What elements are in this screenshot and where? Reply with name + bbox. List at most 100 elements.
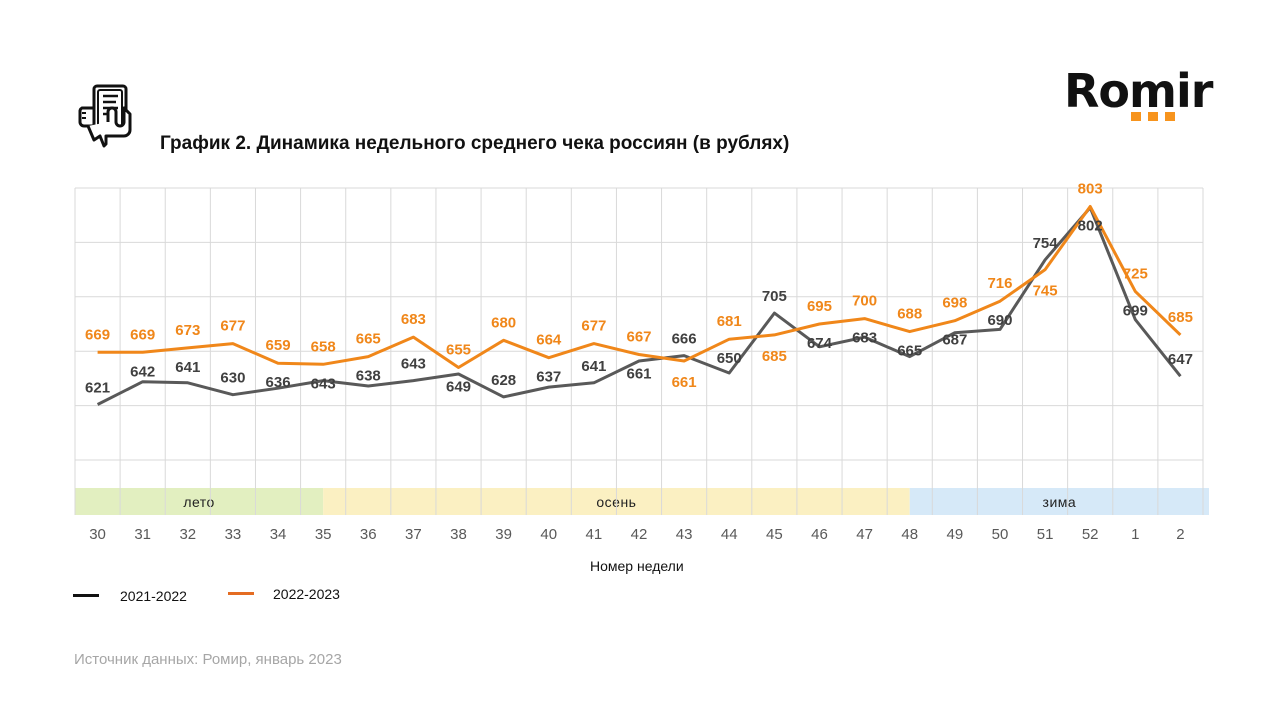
- x-tick-label: 44: [721, 526, 738, 543]
- data-label-2022-2023: 716: [987, 275, 1012, 292]
- data-label-2022-2023: 673: [175, 322, 200, 339]
- data-label-2022-2023: 685: [1168, 309, 1193, 326]
- data-label-2022-2023: 803: [1078, 180, 1103, 197]
- data-label-2021-2022: 661: [626, 365, 651, 382]
- data-label-2021-2022: 638: [356, 368, 381, 385]
- data-label-2022-2023: 669: [85, 326, 110, 343]
- data-label-2021-2022: 630: [220, 370, 245, 387]
- x-tick-label: 49: [946, 526, 963, 543]
- data-label-2022-2023: 669: [130, 326, 155, 343]
- data-label-2021-2022: 666: [672, 331, 697, 348]
- data-label-2021-2022: 665: [897, 343, 922, 360]
- season-label: зима: [1043, 494, 1077, 510]
- season-band-0: [75, 488, 324, 515]
- chart-title: График 2. Динамика недельного среднего ч…: [160, 133, 790, 154]
- x-tick-label: 48: [901, 526, 918, 543]
- x-tick-label: 45: [766, 526, 783, 543]
- data-label-2021-2022: 650: [717, 350, 742, 367]
- romir-logo: Romir: [1064, 64, 1214, 124]
- data-label-2021-2022: 802: [1078, 217, 1103, 234]
- data-label-2022-2023: 725: [1123, 265, 1148, 282]
- data-label-2021-2022: 636: [266, 374, 291, 391]
- data-label-2021-2022: 705: [762, 288, 787, 305]
- data-source-note: Источник данных: Ромир, январь 2023: [74, 651, 342, 668]
- data-label-2021-2022: 642: [130, 363, 155, 380]
- x-tick-label: 51: [1037, 526, 1054, 543]
- series-line-2021-2022: [96, 206, 1182, 406]
- legend-swatch-2022-2023: [228, 592, 254, 595]
- chart-grid: [74, 187, 1204, 515]
- data-label-2021-2022: 641: [175, 359, 200, 376]
- legend-swatch-2021-2022: [73, 594, 99, 597]
- x-tick-label: 2: [1176, 526, 1184, 543]
- data-label-2021-2022: 699: [1123, 302, 1148, 319]
- data-label-2021-2022: 621: [85, 380, 110, 397]
- logo-dot: [1131, 112, 1141, 121]
- data-label-2022-2023: 664: [536, 332, 562, 349]
- x-tick-label: 31: [134, 526, 151, 543]
- data-label-2022-2023: 688: [897, 306, 922, 323]
- x-tick-label: 35: [315, 526, 332, 543]
- x-tick-label: 47: [856, 526, 873, 543]
- data-label-2022-2023: 680: [491, 314, 516, 331]
- x-tick-label: 50: [992, 526, 1009, 543]
- data-label-2021-2022: 647: [1168, 351, 1193, 368]
- legend-label-2021-2022: 2021-2022: [120, 588, 187, 604]
- data-label-2022-2023: 659: [266, 337, 291, 354]
- receipt-hand-icon: [78, 84, 132, 148]
- data-label-2022-2023: 655: [446, 342, 471, 359]
- logo-dot: [1165, 112, 1175, 121]
- x-axis-title: Номер недели: [590, 558, 684, 574]
- season-label: лето: [183, 494, 215, 510]
- season-bands: лето осень зима: [75, 488, 1209, 515]
- data-label-2021-2022: 690: [987, 312, 1012, 329]
- season-band-2: [909, 488, 1209, 515]
- data-label-2022-2023: 685: [762, 348, 787, 365]
- x-tick-label: 46: [811, 526, 828, 543]
- x-tick-label: 32: [179, 526, 196, 543]
- data-label-2022-2023: 661: [672, 374, 697, 391]
- logo-text: Romir: [1064, 64, 1213, 118]
- data-label-2022-2023: 698: [942, 295, 967, 312]
- x-tick-label: 43: [676, 526, 693, 543]
- data-label-2021-2022: 641: [581, 358, 606, 375]
- data-labels: 669 621 669 642 673 641 677 630 659 636 658 643 665 6…: [85, 180, 1193, 396]
- x-tick-label: 39: [495, 526, 512, 543]
- data-label-2022-2023: 677: [220, 318, 245, 335]
- data-label-2021-2022: 683: [852, 330, 877, 347]
- data-label-2022-2023: 667: [626, 328, 651, 345]
- data-label-2022-2023: 683: [401, 311, 426, 328]
- x-tick-label: 41: [586, 526, 603, 543]
- x-tick-label: 38: [450, 526, 467, 543]
- x-axis-ticks: 30 31 32 33 34 35 36 37 38 39 40 41 42 43 44 45 46 47 48 49…: [89, 526, 1184, 543]
- data-label-2021-2022: 754: [1033, 235, 1059, 252]
- data-label-2022-2023: 677: [581, 318, 606, 335]
- series-line-2022-2023: [97, 205, 1182, 369]
- series-lines: [96, 205, 1182, 406]
- x-tick-label: 36: [360, 526, 377, 543]
- data-label-2022-2023: 665: [356, 331, 381, 348]
- legend-label-2022-2023: 2022-2023: [273, 586, 340, 602]
- data-label-2021-2022: 637: [536, 369, 561, 386]
- data-label-2022-2023: 658: [311, 338, 336, 355]
- x-tick-label: 1: [1131, 526, 1139, 543]
- data-label-2021-2022: 643: [311, 375, 336, 392]
- x-tick-label: 42: [631, 526, 648, 543]
- x-tick-label: 40: [540, 526, 557, 543]
- data-label-2022-2023: 745: [1033, 283, 1058, 300]
- data-label-2022-2023: 681: [717, 313, 742, 330]
- logo-dot: [1148, 112, 1158, 121]
- data-label-2022-2023: 700: [852, 293, 877, 310]
- x-tick-label: 34: [270, 526, 287, 543]
- x-tick-label: 30: [89, 526, 106, 543]
- x-tick-label: 52: [1082, 526, 1099, 543]
- data-label-2021-2022: 643: [401, 356, 426, 373]
- data-label-2021-2022: 687: [942, 332, 967, 349]
- data-label-2022-2023: 695: [807, 298, 832, 315]
- x-tick-label: 33: [225, 526, 242, 543]
- data-label-2021-2022: 628: [491, 372, 516, 389]
- data-label-2021-2022: 649: [446, 379, 471, 396]
- data-label-2021-2022: 674: [807, 335, 833, 352]
- x-tick-label: 37: [405, 526, 422, 543]
